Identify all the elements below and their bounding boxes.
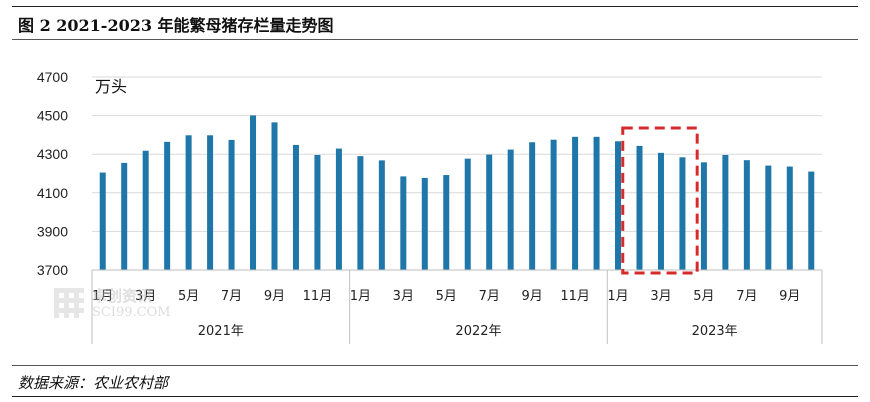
watermark-en: SCI99.COM [92, 305, 171, 320]
watermark: 卓创资讯 SCI99.COM [54, 285, 204, 325]
y-tick-label: 4300 [37, 146, 68, 162]
x-tick-label: 9月 [264, 289, 285, 304]
bar [700, 162, 707, 270]
bar [550, 139, 557, 270]
bar [400, 176, 407, 270]
year-label: 2022年 [455, 324, 501, 339]
x-tick-label: 1月 [92, 289, 113, 304]
bar [743, 160, 750, 270]
x-tick-label: 5月 [178, 289, 199, 304]
y-tick-label: 4100 [37, 185, 68, 201]
watermark-cn: 卓创资讯 [92, 287, 153, 305]
bar [335, 148, 342, 270]
highlight-dashed-box [621, 126, 699, 275]
bar [464, 158, 471, 270]
y-tick-label: 3700 [37, 262, 68, 278]
x-tick-label: 7月 [736, 289, 757, 304]
y-tick-label: 4700 [37, 69, 68, 85]
bar [292, 144, 299, 270]
bar [486, 154, 493, 270]
x-tick-label: 11月 [560, 289, 590, 304]
x-tick-label: 7月 [221, 289, 242, 304]
bar [421, 177, 428, 270]
highlight-box [621, 126, 699, 275]
bar [314, 154, 321, 270]
bar [142, 150, 149, 270]
bar [228, 139, 235, 270]
bar [593, 136, 600, 270]
y-tick-label: 3900 [37, 223, 68, 239]
bar [679, 157, 686, 270]
year-label: 2023年 [692, 324, 738, 339]
x-tick-label: 1月 [350, 289, 371, 304]
bar [529, 142, 536, 270]
bottom-rule [12, 365, 858, 366]
bar [185, 135, 192, 270]
x-tick-label: 5月 [436, 289, 457, 304]
x-tick-label: 3月 [650, 289, 671, 304]
data-source: 数据来源：农业农村部 [18, 374, 169, 392]
y-tick-labels: 3700 3900 4100 4300 4500 4700 [37, 69, 68, 278]
bar [164, 141, 171, 270]
bar [765, 165, 772, 270]
figure-title: 图 2 2021-2023 年能繁母猪存栏量走势图 [18, 16, 334, 35]
year-label: 2021年 [198, 324, 244, 339]
bar [572, 136, 579, 270]
y-unit-label: 万头 [95, 77, 127, 96]
x-tick-label: 3月 [393, 289, 414, 304]
gridlines [92, 76, 822, 271]
bar [443, 175, 450, 270]
x-tick-label: 9月 [522, 289, 543, 304]
bar [786, 166, 793, 270]
bar [357, 156, 364, 270]
bar [636, 145, 643, 270]
x-tick-label: 1月 [607, 289, 628, 304]
x-tick-label: 11月 [303, 289, 333, 304]
bar [507, 149, 514, 270]
bar [121, 162, 128, 270]
x-axis: 1月 3月 5月 7月 9月 11月 1月 3月 5月 7月 9月 11月 1月 3月 5月 7月 9月 2021… [91, 269, 823, 344]
title-rule [12, 39, 858, 40]
bar [722, 154, 729, 270]
bar [271, 122, 278, 270]
bar [99, 172, 106, 270]
bottom-rule-outer [12, 396, 858, 397]
y-tick-label: 4500 [37, 108, 68, 124]
x-tick-label: 9月 [779, 289, 800, 304]
watermark-logo-icon [54, 288, 84, 318]
x-tick-label: 3月 [135, 289, 156, 304]
x-tick-label: 5月 [693, 289, 714, 304]
bar [808, 171, 815, 270]
bar [207, 135, 214, 270]
bar [250, 115, 257, 270]
bar [657, 152, 664, 270]
top-rule [12, 6, 858, 7]
x-tick-label: 7月 [479, 289, 500, 304]
bars [99, 115, 815, 270]
bar [615, 141, 622, 270]
bar [378, 160, 385, 270]
